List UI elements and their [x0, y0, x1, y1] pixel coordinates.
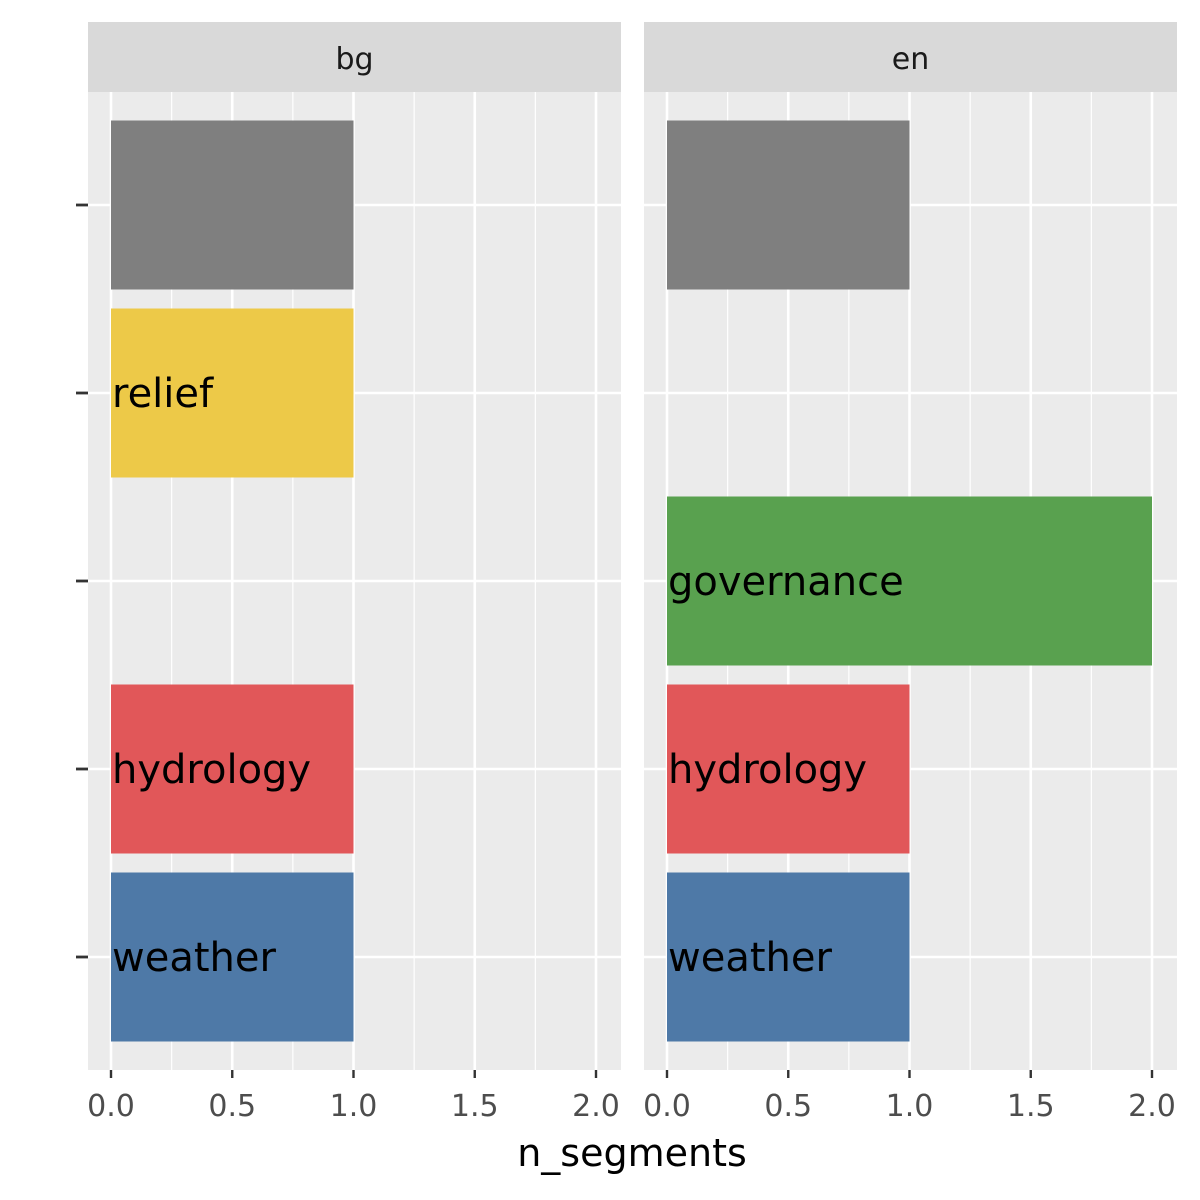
bar-bg-relief — [111, 308, 354, 478]
bar-en-unlabeled — [667, 120, 910, 290]
x-tick-label: 2.0 — [572, 1089, 620, 1124]
x-tick-label: 0.0 — [87, 1089, 135, 1124]
x-tick-label: 0.5 — [764, 1089, 812, 1124]
bar-en-weather — [667, 872, 910, 1042]
bar-label: hydrology — [112, 747, 311, 793]
facet-strip — [88, 22, 621, 92]
facet-strip-label: en — [892, 42, 929, 77]
bar-en-hydrology — [667, 684, 910, 854]
bar-label: weather — [112, 935, 276, 981]
bar-label: governance — [668, 559, 904, 605]
facet-strip-label: bg — [335, 42, 373, 77]
bar-bg-weather — [111, 872, 354, 1042]
x-tick-label: 0.0 — [643, 1089, 691, 1124]
facet-strip — [644, 22, 1177, 92]
panel-bg: weather hydrology relief bg 0.0 0.5 1.0 1.5 2.0 — [87, 22, 621, 1124]
x-tick-label: 2.0 — [1128, 1089, 1176, 1124]
bar-label: hydrology — [668, 747, 867, 793]
x-tick-label: 1.0 — [886, 1089, 934, 1124]
bar-label: weather — [668, 935, 832, 981]
bar-en-governance — [667, 496, 1152, 666]
bar-bg-hydrology — [111, 684, 354, 854]
bar-label: relief — [112, 371, 214, 417]
y-axis — [76, 203, 88, 959]
x-tick-label: 1.5 — [1007, 1089, 1055, 1124]
panel-en: weather hydrology governance en 0.0 0.5 1.0 1.5… — [643, 22, 1177, 1124]
x-axis-title: n_segments — [517, 1131, 747, 1175]
x-tick-label: 0.5 — [208, 1089, 256, 1124]
bar-bg-unlabeled — [111, 120, 354, 290]
x-tick-label: 1.0 — [330, 1089, 378, 1124]
x-tick-label: 1.5 — [451, 1089, 499, 1124]
